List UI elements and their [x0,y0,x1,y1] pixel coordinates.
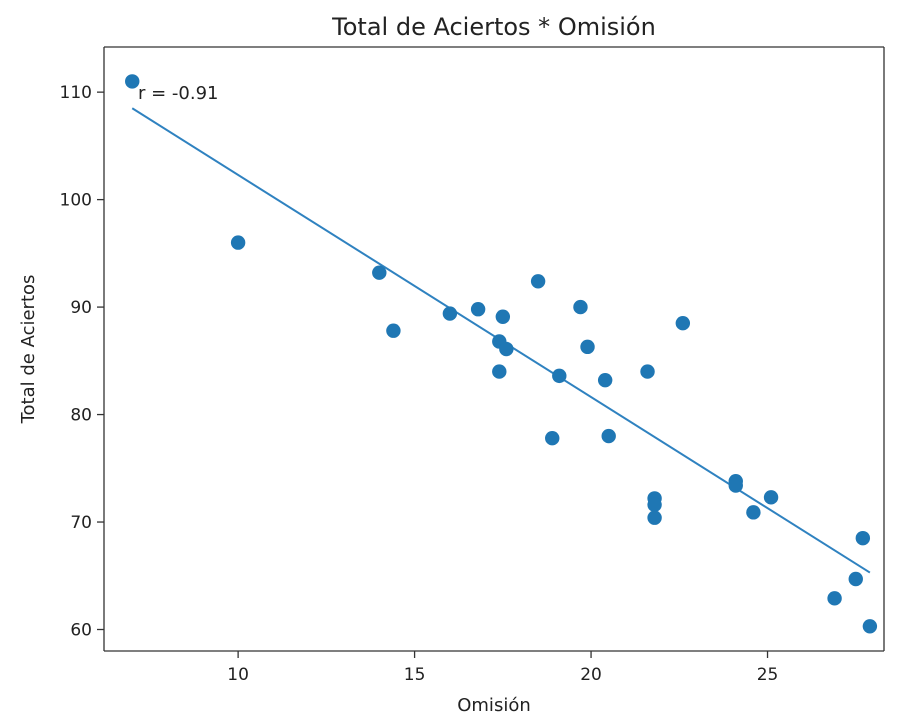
y-tick-label: 90 [70,298,92,318]
y-axis-label: Total de Aciertos [18,275,39,425]
ticks: 10 15 20 25 60 70 80 90 100 110 [60,83,779,685]
correlation-annotation: r = -0.91 [138,83,219,104]
y-tick-label: 110 [60,83,92,103]
data-point [499,341,514,357]
data-point [746,505,761,520]
data-point [601,428,616,444]
data-point [848,571,863,587]
x-tick-label: 15 [404,665,426,685]
data-point [492,364,507,379]
data-point [728,478,743,493]
data-point [470,302,486,317]
data-point [855,530,871,546]
plot-area [104,47,884,651]
data-point [530,274,546,289]
y-tick-label: 70 [70,513,92,533]
data-point [862,619,878,634]
data-point [573,299,588,315]
y-tick-label: 100 [60,191,92,211]
data-point [386,323,401,338]
data-point [675,316,691,331]
data-point [647,497,662,513]
x-axis-label: Omisión [457,695,531,716]
data-point [763,490,779,505]
data-point [495,309,511,324]
chart-title: Total de Aciertos * Omisión [331,13,656,41]
data-point [372,265,387,280]
data-point [552,368,567,384]
data-point [545,431,560,446]
data-point [230,235,246,250]
data-point [647,510,662,525]
y-tick-label: 60 [70,621,92,641]
data-point [827,591,842,606]
data-points [125,74,878,634]
axes [103,46,885,652]
data-point [442,306,458,321]
y-tick-label: 80 [70,406,92,426]
data-point [125,74,140,89]
x-tick-label: 10 [227,665,249,685]
x-tick-label: 20 [580,665,602,685]
plot-background [104,47,884,651]
data-point [640,364,655,379]
x-tick-label: 25 [757,665,779,685]
data-point [597,372,613,388]
data-point [580,339,595,355]
